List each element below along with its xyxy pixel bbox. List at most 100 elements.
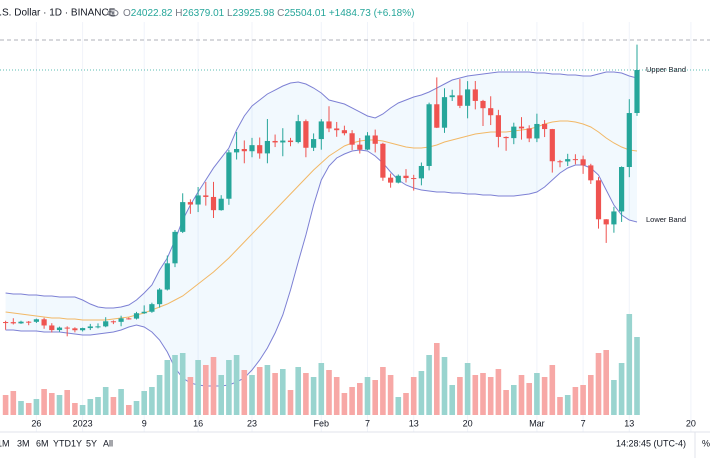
- range-button[interactable]: 1Y: [71, 438, 82, 448]
- ohlc-value: 25504.01: [284, 8, 326, 19]
- candle-body: [311, 139, 317, 148]
- volume-bar: [418, 371, 425, 415]
- volume-bar: [79, 405, 86, 415]
- candle-body: [603, 219, 609, 225]
- volume-bar: [126, 405, 132, 415]
- volume-bar: [372, 380, 378, 415]
- candle-body: [95, 326, 101, 328]
- candle-body: [210, 196, 217, 211]
- candle-body: [241, 149, 247, 152]
- candle-body: [218, 198, 224, 211]
- candle-body: [542, 123, 548, 130]
- percent-toggle[interactable]: %: [702, 438, 710, 448]
- range-button[interactable]: 1M: [0, 438, 10, 448]
- volume-bar: [295, 367, 301, 415]
- range-button[interactable]: YTD: [53, 438, 72, 448]
- candle-body: [380, 143, 386, 178]
- volume-bar: [626, 314, 633, 415]
- range-button[interactable]: 3M: [17, 438, 30, 448]
- candle-body: [372, 135, 378, 144]
- volume-bar: [364, 377, 371, 415]
- range-button[interactable]: 6M: [36, 438, 49, 448]
- clock: 14:28:45 (UTC-4): [616, 438, 686, 448]
- volume-bar: [357, 383, 363, 415]
- volume-bar: [233, 355, 240, 415]
- volume-bar: [472, 375, 479, 415]
- volume-bar: [333, 377, 340, 415]
- symbol: U.S. Dollar · 1D · BINANCE: [0, 8, 116, 19]
- candle-body: [434, 104, 440, 128]
- candle-body: [595, 180, 602, 220]
- volume-bar: [195, 360, 201, 415]
- volume-bar: [441, 357, 448, 415]
- ohlc-label: L: [227, 8, 233, 19]
- volume-bar: [349, 387, 355, 415]
- range-button[interactable]: All: [103, 438, 113, 448]
- candle-body: [503, 136, 509, 139]
- range-button[interactable]: 5Y: [86, 438, 97, 448]
- volume-bar: [25, 403, 32, 415]
- volume-bar: [403, 393, 409, 415]
- volume-bar: [564, 395, 571, 415]
- volume-bar: [72, 403, 78, 415]
- candle-body: [80, 328, 86, 331]
- candle-body: [457, 95, 463, 106]
- change: +1484.73 (+6.18%): [329, 8, 415, 19]
- volume-bar: [480, 373, 486, 415]
- x-tick-label: 9: [142, 418, 147, 428]
- volume-bar: [41, 389, 47, 415]
- ohlc-label: H: [175, 8, 182, 19]
- volume-bar: [503, 390, 509, 415]
- candle-body: [18, 321, 24, 324]
- eye-outline: [107, 9, 119, 17]
- candle-body: [118, 318, 124, 322]
- ohlc-header: O24022.82 H26379.01 L23925.98 C25504.01 …: [123, 8, 414, 19]
- candle-body: [441, 97, 448, 128]
- candle-body: [41, 319, 47, 326]
- volume-bar: [326, 370, 332, 415]
- volume-bar: [426, 355, 432, 415]
- candle-body: [565, 159, 571, 162]
- x-tick-label: 7: [581, 418, 586, 428]
- volume-bar: [449, 385, 455, 415]
- ohlc-value: 23925.98: [233, 8, 275, 19]
- volume-bar: [318, 363, 325, 415]
- volume-bar: [18, 401, 24, 415]
- candle-body: [465, 89, 471, 106]
- volume-bar: [187, 377, 194, 415]
- volume-bar: [102, 387, 109, 415]
- candle-body: [318, 121, 324, 140]
- eye-icon[interactable]: [107, 9, 119, 17]
- ohlc-value: 26379.01: [183, 8, 225, 19]
- volume-bar: [218, 375, 224, 415]
- candle-body: [619, 167, 625, 212]
- candle-body: [580, 159, 586, 166]
- volume-bar: [595, 353, 602, 415]
- candle-body: [334, 128, 340, 131]
- candle-body: [33, 319, 39, 322]
- volume-bar: [241, 370, 248, 415]
- candle-body: [395, 175, 401, 183]
- volume-bar: [634, 337, 640, 415]
- candle-body: [203, 195, 209, 197]
- volume-bar: [110, 397, 117, 415]
- volume-bar: [141, 391, 147, 415]
- candle-body: [287, 140, 294, 143]
- volume-bar: [2, 395, 9, 415]
- x-tick-label: 16: [193, 418, 203, 428]
- volume-bar: [179, 353, 186, 415]
- eye-pupil: [111, 11, 115, 15]
- volume-bar: [341, 393, 348, 415]
- volume-bar: [49, 393, 55, 415]
- candle-body: [426, 104, 432, 166]
- candle-body: [534, 123, 540, 139]
- volume-bar: [618, 363, 625, 415]
- x-tick-label: 2023: [73, 418, 93, 428]
- candle-body: [518, 126, 525, 129]
- candle-body: [257, 145, 263, 154]
- candle-body: [549, 129, 555, 162]
- candle-body: [572, 159, 578, 161]
- candle-body: [187, 202, 193, 205]
- volume-bar: [64, 390, 70, 415]
- candle-body: [164, 263, 170, 290]
